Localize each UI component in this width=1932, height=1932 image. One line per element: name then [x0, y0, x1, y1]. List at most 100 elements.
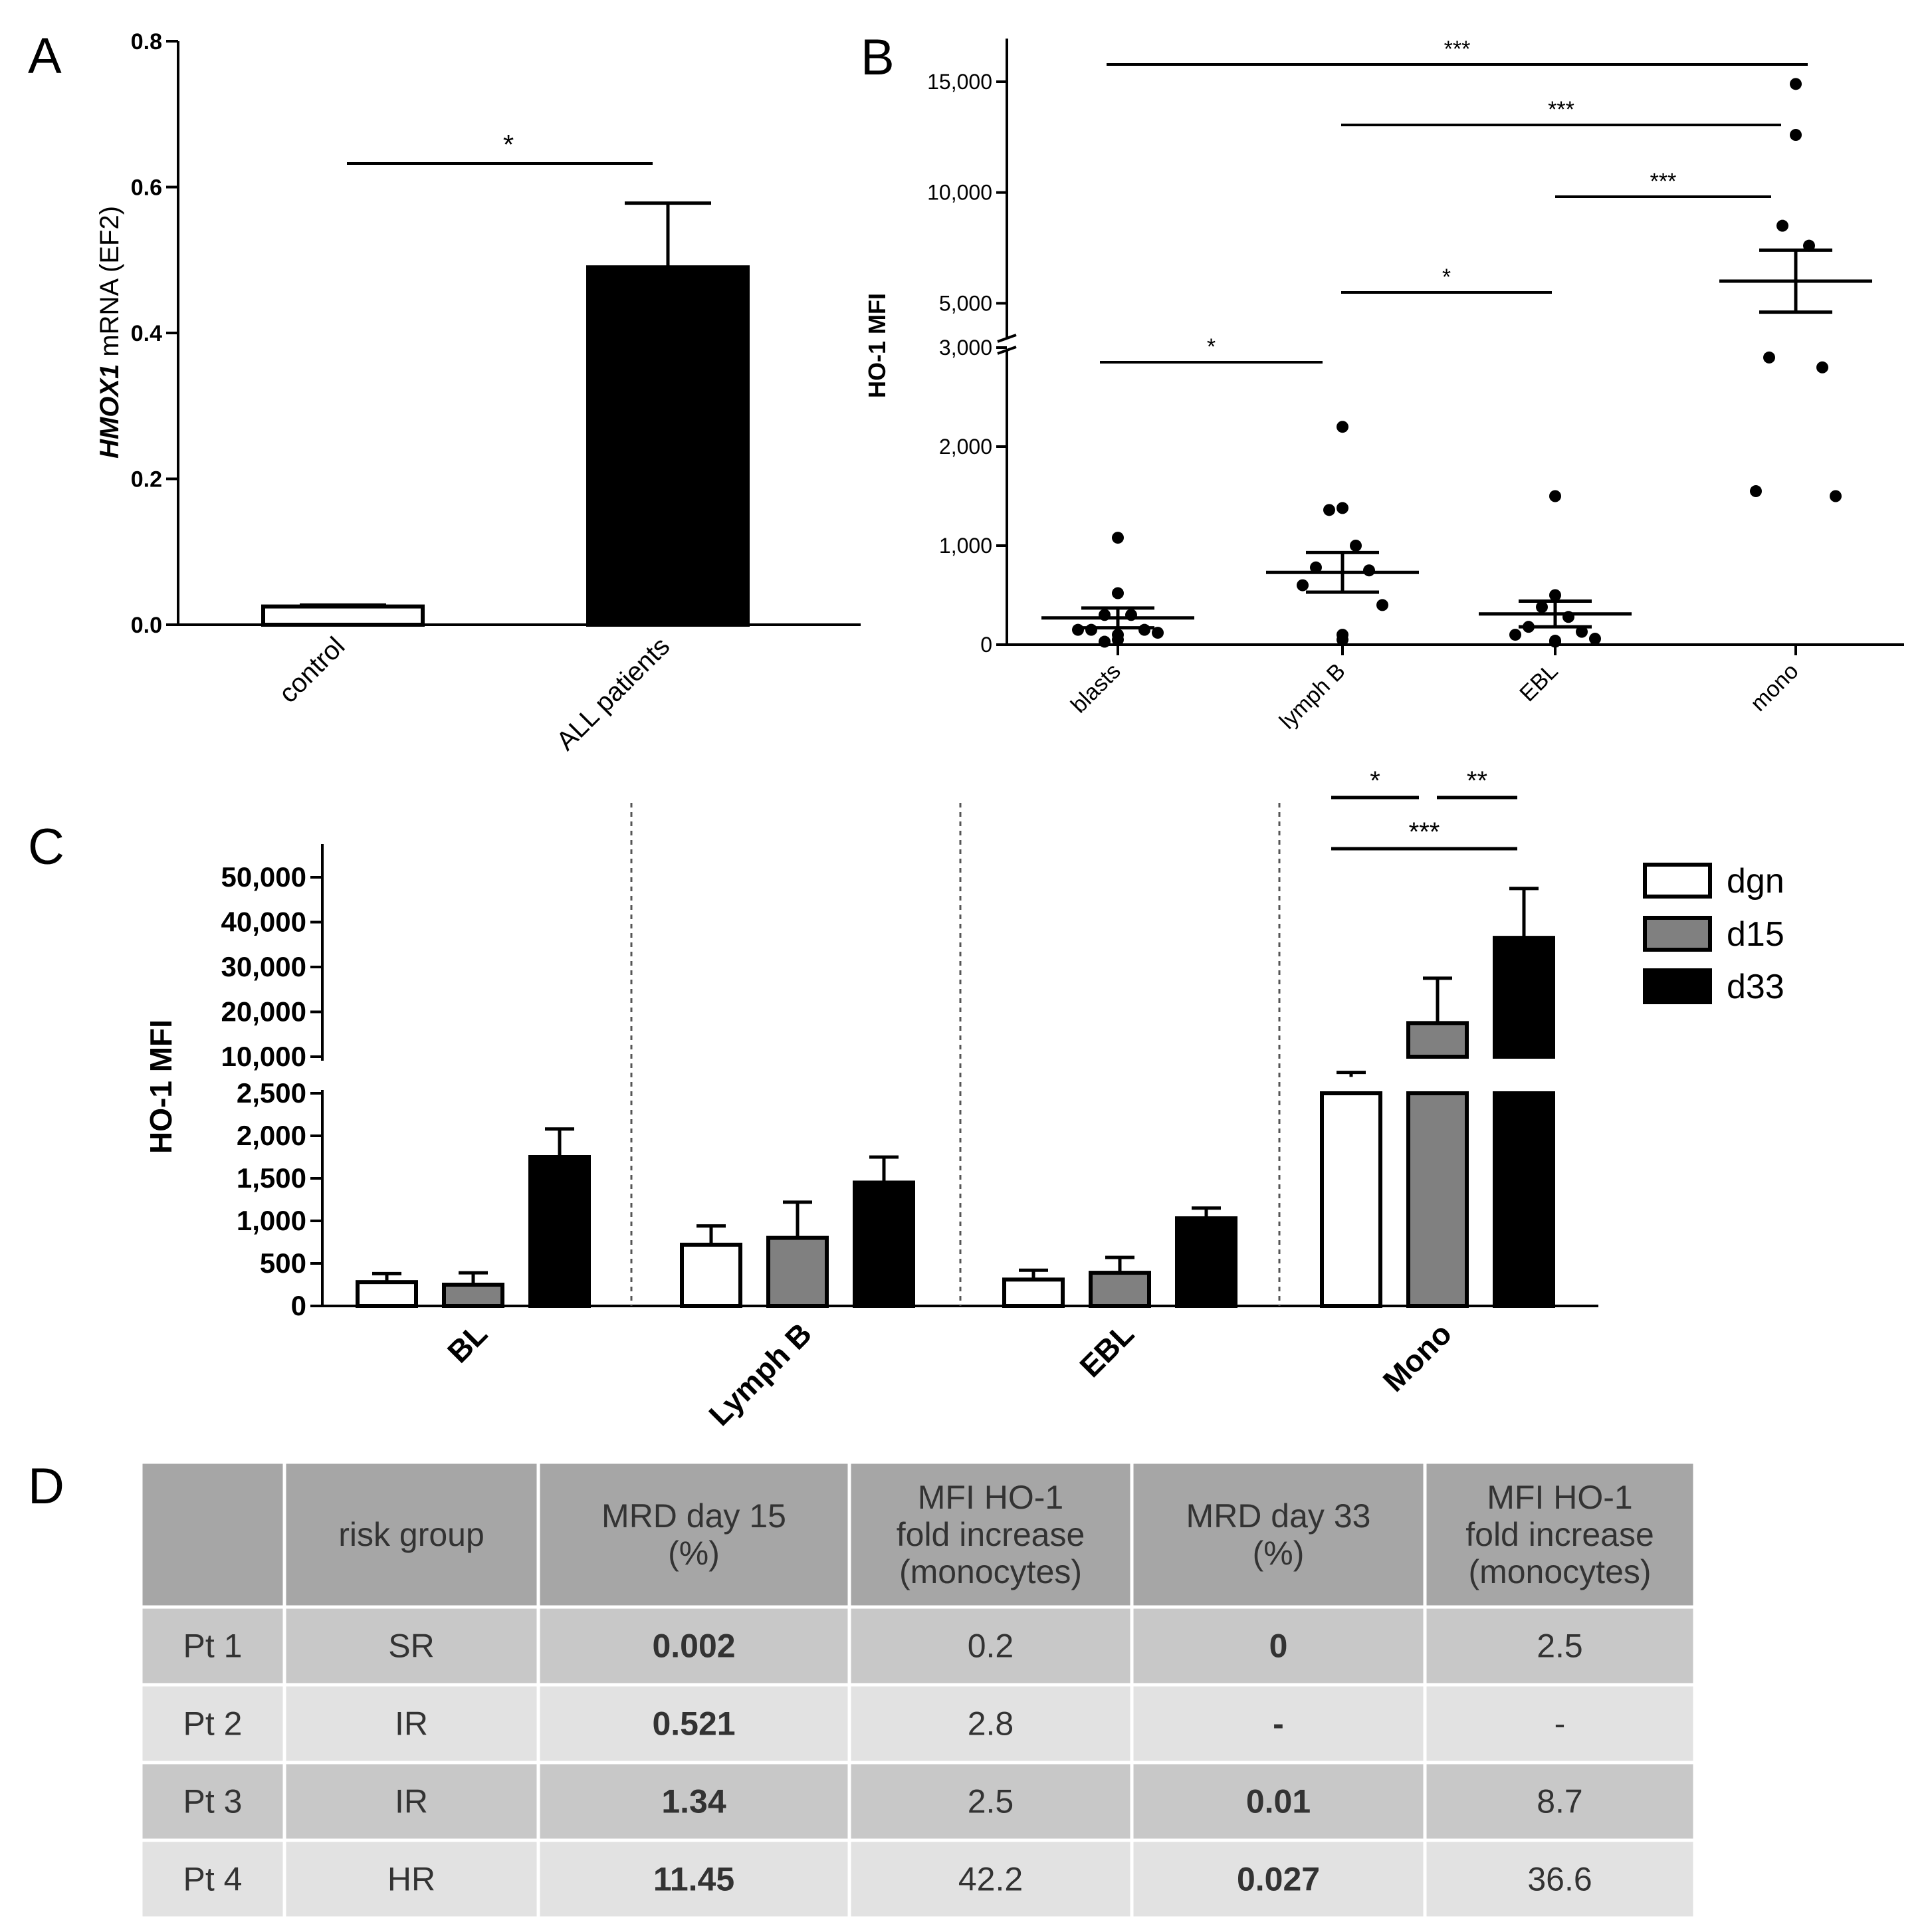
y-tick-label: 0: [291, 1290, 306, 1321]
table-cell-text: SR: [388, 1628, 434, 1665]
table-cell-text: 0.521: [652, 1705, 735, 1743]
table-cell-text: Pt 2: [183, 1705, 243, 1743]
data-point: [1337, 633, 1348, 646]
data-point: [1099, 635, 1111, 648]
data-point: [1363, 564, 1375, 577]
bar-d15: [766, 1235, 829, 1308]
y-tick-label: 40,000: [221, 907, 306, 938]
table-cell-text: 1.34: [661, 1783, 726, 1820]
table-cell: [536, 1683, 851, 1765]
y-axis-title: HO-1 MFI: [144, 1020, 178, 1154]
panel-label-c: C: [28, 819, 64, 875]
significance-label: *: [1442, 265, 1451, 290]
table-header-text: MRD day 15: [601, 1497, 786, 1535]
table-header-text: fold increase: [897, 1516, 1085, 1553]
table-cell-text: 42.2: [958, 1861, 1023, 1898]
data-point: [1509, 629, 1521, 641]
legend-label: d15: [1727, 915, 1784, 954]
axis-break-mark: [997, 346, 1017, 355]
table-cell-text: 2.8: [968, 1705, 1014, 1743]
bar-d15: [1089, 1271, 1151, 1308]
x-tick-label: Lymph B: [702, 1316, 818, 1432]
table-cell-text: Pt 4: [183, 1861, 243, 1898]
data-point: [1310, 561, 1322, 574]
data-point: [1776, 219, 1788, 232]
bar-dgn: [1002, 1277, 1065, 1308]
bar-d33: [528, 1155, 591, 1308]
y-tick-label: 2,000: [237, 1120, 306, 1151]
data-point: [1323, 504, 1335, 516]
y-tick-label: 0.0: [131, 613, 162, 638]
x-tick-label: blasts: [1066, 659, 1126, 718]
bar-d15: [442, 1283, 504, 1308]
table-cell-text: 0.01: [1246, 1783, 1311, 1820]
chart-c-ho1-mfi-bars: 10,000 20,000 30,000 40,000 50,000 0 500 1,000 1…: [144, 766, 1784, 1432]
y-tick-label: 2,000: [939, 435, 992, 459]
significance-label: *: [1370, 766, 1380, 796]
table-cell: [1423, 1838, 1697, 1920]
table-cell: [139, 1838, 286, 1920]
bar-all-patients: [586, 265, 750, 627]
y-tick-label: 5,000: [939, 291, 992, 315]
data-point: [1576, 625, 1588, 638]
x-tick-label: control: [273, 631, 350, 708]
table-header-cell: [1423, 1460, 1697, 1609]
bar-lower-dgn: [1320, 1091, 1382, 1308]
table-cell-text: 0: [1269, 1628, 1288, 1665]
table-header-text: (%): [668, 1535, 720, 1572]
bar-upper-d33: [1493, 936, 1555, 1059]
table-cell: [1423, 1683, 1697, 1765]
table-header-text: fold increase: [1465, 1516, 1654, 1553]
y-tick-label: 15,000: [927, 70, 992, 94]
y-tick-label: 1,500: [237, 1162, 306, 1194]
y-tick-label: 1,000: [237, 1205, 306, 1236]
panel-label-d: D: [28, 1458, 64, 1515]
panel-label-b: B: [861, 29, 895, 86]
table-cell-text: 2.5: [968, 1783, 1014, 1820]
table-header-text: MRD day 33: [1186, 1497, 1371, 1535]
y-tick-label: 30,000: [221, 951, 306, 982]
data-point: [1085, 623, 1097, 636]
y-tick-label: 0.8: [131, 29, 162, 54]
table-cell: [282, 1838, 540, 1920]
table-header-text: MFI HO-1: [918, 1479, 1063, 1516]
axis-break-mark: [997, 334, 1017, 343]
table-header-text: (%): [1253, 1535, 1305, 1572]
table-cell: [1130, 1683, 1427, 1765]
table-cell-text: 0.027: [1237, 1861, 1320, 1898]
y-tick-label: 10,000: [927, 181, 992, 205]
legend-swatch-d33: [1643, 968, 1712, 1004]
data-point: [1152, 627, 1164, 639]
table-header-cell: [139, 1460, 286, 1609]
legend-label: d33: [1727, 968, 1784, 1006]
y-tick-label: 10,000: [221, 1041, 306, 1072]
table-cell-text: Pt 1: [183, 1628, 243, 1665]
x-tick-label: Mono: [1376, 1316, 1458, 1398]
table-header-text: risk group: [338, 1516, 484, 1553]
table-header-text: (monocytes): [1468, 1553, 1651, 1590]
table-cell-text: 36.6: [1527, 1861, 1592, 1898]
x-tick-label: ALL patients: [551, 631, 675, 756]
table-cell-text: 0.2: [968, 1628, 1014, 1665]
legend-swatch-dgn: [1643, 863, 1712, 899]
table-cell-text: Pt 3: [183, 1783, 243, 1820]
table-cell: [139, 1761, 286, 1842]
legend-label: dgn: [1727, 862, 1784, 901]
data-point: [1549, 490, 1561, 502]
table-header-cell: [282, 1460, 540, 1609]
significance-label: *: [503, 129, 514, 160]
table-cell: [1423, 1605, 1697, 1687]
data-point: [1350, 540, 1362, 552]
significance-label: *: [1207, 334, 1216, 360]
data-point: [1337, 502, 1348, 514]
data-point: [1536, 601, 1548, 613]
significance-label: ***: [1548, 97, 1574, 122]
y-tick-label: 0: [980, 633, 992, 657]
bar-lower-d15: [1406, 1091, 1469, 1308]
x-tick-label: EBL: [1073, 1316, 1140, 1384]
data-point: [1549, 589, 1561, 601]
data-point: [1337, 421, 1348, 433]
table-cell: [847, 1838, 1134, 1920]
chart-b-ho1-mfi-scatter: 0 1,000 2,000 3,000 5,000 10,000 15,000 HO-1 MF…: [863, 37, 1904, 734]
